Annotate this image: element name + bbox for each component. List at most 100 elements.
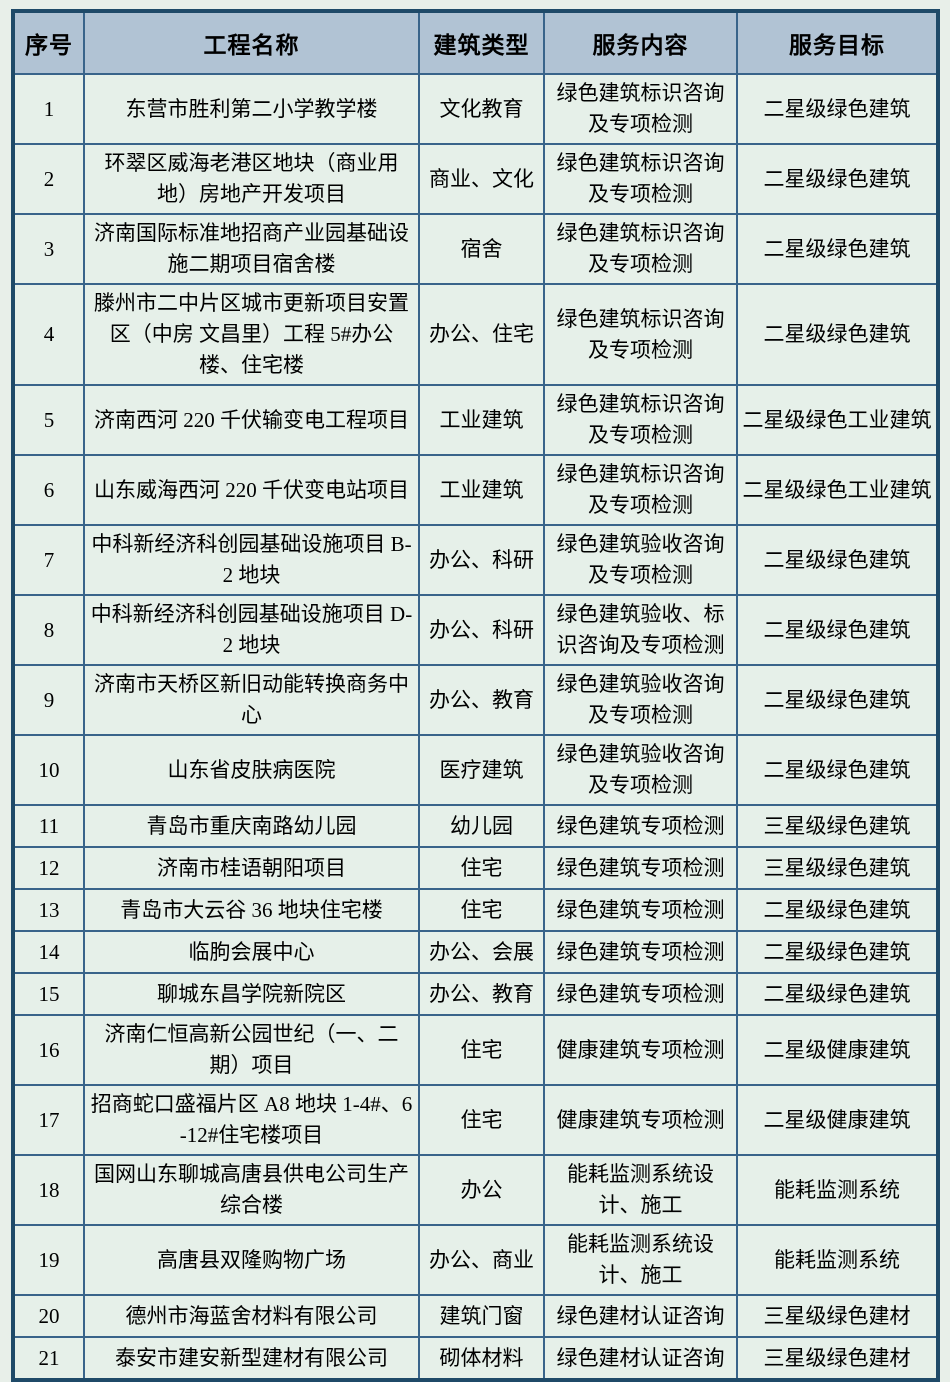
cell-target: 三星级绿色建筑 — [736, 846, 939, 890]
table-row: 16 济南仁恒高新公园世纪（一、二期）项目 住宅 健康建筑专项检测 二星级健康建筑 — [12, 1014, 939, 1086]
cell-no: 6 — [12, 454, 85, 526]
cell-name: 德州市海蓝舍材料有限公司 — [83, 1294, 420, 1338]
cell-no: 13 — [12, 888, 85, 932]
cell-target: 二星级绿色建筑 — [736, 73, 939, 145]
cell-type: 办公、商业 — [418, 1224, 545, 1296]
cell-target: 二星级绿色工业建筑 — [736, 384, 939, 456]
cell-service: 健康建筑专项检测 — [543, 1014, 738, 1086]
table-row: 10 山东省皮肤病医院 医疗建筑 绿色建筑验收咨询及专项检测 二星级绿色建筑 — [12, 734, 939, 806]
cell-no: 9 — [12, 664, 85, 736]
cell-name: 中科新经济科创园基础设施项目 B-2 地块 — [83, 524, 420, 596]
cell-service: 绿色建材认证咨询 — [543, 1336, 738, 1381]
cell-service: 绿色建筑标识咨询及专项检测 — [543, 384, 738, 456]
header-row: 序号 工程名称 建筑类型 服务内容 服务目标 — [12, 10, 939, 75]
cell-no: 18 — [12, 1154, 85, 1226]
header-cell-name: 工程名称 — [83, 10, 420, 75]
cell-type: 幼儿园 — [418, 804, 545, 848]
cell-service: 绿色建筑标识咨询及专项检测 — [543, 283, 738, 386]
cell-target: 二星级绿色建筑 — [736, 930, 939, 974]
cell-target: 二星级绿色工业建筑 — [736, 454, 939, 526]
cell-name: 国网山东聊城高唐县供电公司生产综合楼 — [83, 1154, 420, 1226]
table-row: 3 济南国际标准地招商产业园基础设施二期项目宿舍楼 宿舍 绿色建筑标识咨询及专项检测二… — [12, 213, 939, 285]
cell-type: 工业建筑 — [418, 454, 545, 526]
cell-service: 绿色建筑专项检测 — [543, 846, 738, 890]
cell-no: 1 — [12, 73, 85, 145]
cell-service: 绿色建筑验收咨询及专项检测 — [543, 664, 738, 736]
table-row: 14 临朐会展中心 办公、会展 绿色建筑专项检测 二星级绿色建筑 — [12, 930, 939, 974]
cell-name: 济南市桂语朝阳项目 — [83, 846, 420, 890]
cell-service: 绿色建筑标识咨询及专项检测 — [543, 143, 738, 215]
header-cell-no: 序号 — [12, 10, 85, 75]
cell-service: 绿色建筑标识咨询及专项检测 — [543, 213, 738, 285]
cell-target: 二星级绿色建筑 — [736, 524, 939, 596]
cell-target: 二星级绿色建筑 — [736, 734, 939, 806]
cell-type: 工业建筑 — [418, 384, 545, 456]
cell-no: 10 — [12, 734, 85, 806]
cell-name: 济南市天桥区新旧动能转换商务中心 — [83, 664, 420, 736]
cell-no: 2 — [12, 143, 85, 215]
projects-table: 序号 工程名称 建筑类型 服务内容 服务目标 1 东营市胜利第二小学教学楼 文化教育… — [11, 9, 940, 1382]
cell-no: 7 — [12, 524, 85, 596]
cell-name: 招商蛇口盛福片区 A8 地块 1-4#、6-12#住宅楼项目 — [83, 1084, 420, 1156]
cell-no: 21 — [12, 1336, 85, 1381]
cell-name: 青岛市大云谷 36 地块住宅楼 — [83, 888, 420, 932]
cell-name: 东营市胜利第二小学教学楼 — [83, 73, 420, 145]
table-row: 18 国网山东聊城高唐县供电公司生产综合楼 办公 能耗监测系统设计、施工 能耗监测系统 — [12, 1154, 939, 1226]
cell-no: 4 — [12, 283, 85, 386]
cell-type: 办公、教育 — [418, 972, 545, 1016]
cell-target: 二星级绿色建筑 — [736, 664, 939, 736]
cell-no: 11 — [12, 804, 85, 848]
cell-service: 绿色建筑验收、标识咨询及专项检测 — [543, 594, 738, 666]
cell-service: 能耗监测系统设计、施工 — [543, 1154, 738, 1226]
cell-type: 办公、科研 — [418, 524, 545, 596]
cell-target: 二星级绿色建筑 — [736, 213, 939, 285]
cell-type: 文化教育 — [418, 73, 545, 145]
cell-name: 山东威海西河 220 千伏变电站项目 — [83, 454, 420, 526]
cell-target: 三星级绿色建材 — [736, 1294, 939, 1338]
table-row: 21 泰安市建安新型建材有限公司 砌体材料 绿色建材认证咨询 三星级绿色建材 — [12, 1336, 939, 1381]
cell-service: 绿色建材认证咨询 — [543, 1294, 738, 1338]
cell-name: 山东省皮肤病医院 — [83, 734, 420, 806]
cell-type: 住宅 — [418, 846, 545, 890]
cell-type: 建筑门窗 — [418, 1294, 545, 1338]
cell-type: 住宅 — [418, 1084, 545, 1156]
table-row: 6 山东威海西河 220 千伏变电站项目 工业建筑 绿色建筑标识咨询及专项检测 二星级绿… — [12, 454, 939, 526]
cell-service: 绿色建筑标识咨询及专项检测 — [543, 73, 738, 145]
table-row: 12 济南市桂语朝阳项目 住宅 绿色建筑专项检测 三星级绿色建筑 — [12, 846, 939, 890]
table-row: 9 济南市天桥区新旧动能转换商务中心 办公、教育 绿色建筑验收咨询及专项检测 二星级绿色… — [12, 664, 939, 736]
header-cell-service: 服务内容 — [543, 10, 738, 75]
table-row: 13 青岛市大云谷 36 地块住宅楼 住宅 绿色建筑专项检测 二星级绿色建筑 — [12, 888, 939, 932]
cell-type: 住宅 — [418, 1014, 545, 1086]
cell-name: 泰安市建安新型建材有限公司 — [83, 1336, 420, 1381]
cell-target: 三星级绿色建材 — [736, 1336, 939, 1381]
table-row: 1 东营市胜利第二小学教学楼 文化教育 绿色建筑标识咨询及专项检测 二星级绿色建筑 — [12, 73, 939, 145]
header-cell-target: 服务目标 — [736, 10, 939, 75]
cell-name: 济南国际标准地招商产业园基础设施二期项目宿舍楼 — [83, 213, 420, 285]
cell-no: 3 — [12, 213, 85, 285]
cell-name: 济南仁恒高新公园世纪（一、二期）项目 — [83, 1014, 420, 1086]
cell-no: 5 — [12, 384, 85, 456]
table-row: 11 青岛市重庆南路幼儿园 幼儿园 绿色建筑专项检测 三星级绿色建筑 — [12, 804, 939, 848]
cell-no: 19 — [12, 1224, 85, 1296]
cell-target: 二星级绿色建筑 — [736, 888, 939, 932]
cell-target: 二星级绿色建筑 — [736, 594, 939, 666]
cell-name: 聊城东昌学院新院区 — [83, 972, 420, 1016]
table-row: 5 济南西河 220 千伏输变电工程项目 工业建筑 绿色建筑标识咨询及专项检测 二星级绿… — [12, 384, 939, 456]
cell-name: 环翠区威海老港区地块（商业用地）房地产开发项目 — [83, 143, 420, 215]
table-row: 7 中科新经济科创园基础设施项目 B-2 地块 办公、科研 绿色建筑验收咨询及专项检测… — [12, 524, 939, 596]
table-row: 4 滕州市二中片区城市更新项目安置区（中房 文昌里）工程 5#办公楼、住宅楼 办公、… — [12, 283, 939, 386]
cell-target: 能耗监测系统 — [736, 1224, 939, 1296]
cell-no: 20 — [12, 1294, 85, 1338]
table-row: 15 聊城东昌学院新院区 办公、教育 绿色建筑专项检测 二星级绿色建筑 — [12, 972, 939, 1016]
cell-type: 办公 — [418, 1154, 545, 1226]
cell-target: 二星级健康建筑 — [736, 1014, 939, 1086]
cell-service: 绿色建筑专项检测 — [543, 930, 738, 974]
cell-type: 办公、科研 — [418, 594, 545, 666]
cell-no: 12 — [12, 846, 85, 890]
cell-type: 办公、会展 — [418, 930, 545, 974]
cell-type: 住宅 — [418, 888, 545, 932]
cell-name: 青岛市重庆南路幼儿园 — [83, 804, 420, 848]
cell-service: 绿色建筑验收咨询及专项检测 — [543, 734, 738, 806]
table-row: 8 中科新经济科创园基础设施项目 D-2 地块 办公、科研 绿色建筑验收、标识咨询及专… — [12, 594, 939, 666]
